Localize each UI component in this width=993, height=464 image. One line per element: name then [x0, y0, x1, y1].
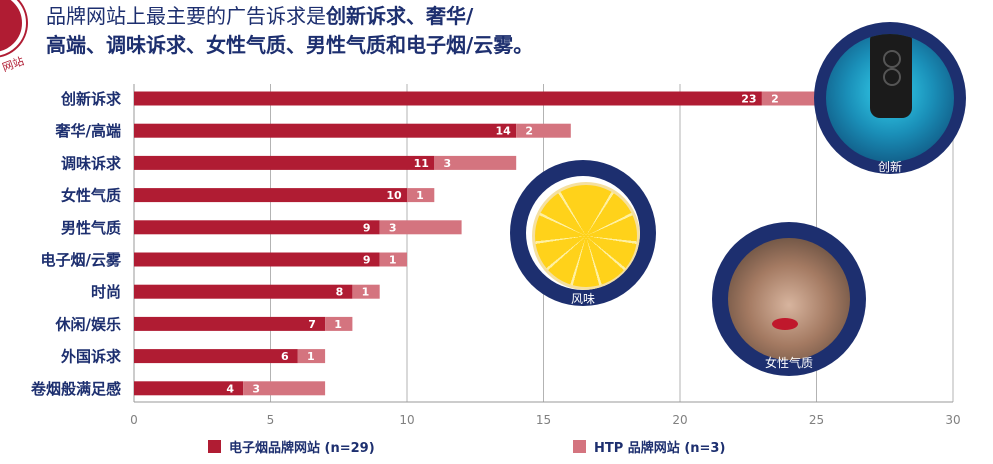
- data-label-series1: 9: [363, 221, 371, 234]
- x-tick-label: 0: [130, 413, 138, 427]
- title-line2: 高端、调味诉求、女性气质、男性气质和电子烟/云雾。: [46, 33, 534, 57]
- chart-title: 品牌网站上最主要的广告诉求是创新诉求、奢华/ 高端、调味诉求、女性气质、男性气质…: [46, 2, 686, 60]
- bar-series2: [243, 381, 326, 396]
- data-label-series2: 1: [334, 318, 342, 331]
- badge-flavor: 风味: [510, 160, 656, 306]
- data-label-series1: 9: [363, 254, 371, 267]
- category-label: 卷烟般满足感: [30, 380, 121, 398]
- data-label-series2: 3: [252, 382, 260, 395]
- bar-series2: [297, 349, 326, 364]
- device-body-icon: [870, 34, 912, 118]
- legend-swatch-series2: [573, 439, 586, 453]
- data-label-series2: 2: [525, 125, 533, 138]
- data-label-series1: 11: [414, 157, 429, 170]
- legend: 电子烟品牌网站 (n=29) HTP 品牌网站 (n=3): [208, 436, 808, 458]
- woman-face-image: [728, 238, 850, 360]
- data-label-series1: 6: [281, 350, 289, 363]
- bar-series1: [134, 123, 517, 138]
- x-tick-label: 20: [672, 413, 687, 427]
- data-label-series2: 2: [771, 93, 779, 106]
- bar-series2: [352, 284, 380, 299]
- bar-series2: [516, 123, 571, 138]
- badge-label-femininity: 女性气质: [764, 356, 813, 370]
- badge-femininity: 女性气质: [712, 222, 866, 376]
- lips-icon: [772, 318, 798, 330]
- category-label: 创新诉求: [60, 90, 122, 108]
- title-prefix: 品牌网站上最主要的广告诉求是: [46, 4, 326, 28]
- data-label-series2: 1: [307, 350, 315, 363]
- x-tick-label: 15: [536, 413, 551, 427]
- data-label-series1: 14: [496, 125, 512, 138]
- category-label: 调味诉求: [61, 154, 122, 172]
- category-label: 女性气质: [61, 187, 121, 205]
- x-tick-label: 5: [267, 413, 275, 427]
- device-image: [826, 34, 954, 162]
- bar-series1: [134, 252, 380, 267]
- bar-series2: [407, 188, 435, 203]
- legend-swatch-series1: [208, 439, 221, 453]
- legend-item-series2: HTP 品牌网站 (n=3): [573, 436, 725, 456]
- data-label-series2: 1: [362, 286, 370, 299]
- data-label-series2: 1: [416, 189, 424, 202]
- data-label-series1: 23: [741, 93, 756, 106]
- bar-series2: [379, 252, 407, 267]
- legend-label-series2: HTP 品牌网站 (n=3): [594, 440, 726, 456]
- bar-series2: [761, 91, 817, 106]
- x-tick-label: 25: [809, 413, 824, 427]
- data-label-series2: 3: [443, 157, 451, 170]
- category-label: 男性气质: [61, 219, 121, 237]
- badge-label-innovation: 创新: [877, 160, 902, 174]
- bar-series1: [134, 381, 244, 396]
- category-label: 奢华/高端: [55, 122, 121, 140]
- bar-series2: [434, 155, 517, 170]
- category-label: 休闲/娱乐: [55, 315, 121, 333]
- legend-label-series1: 电子烟品牌网站 (n=29): [229, 440, 375, 456]
- data-label-series1: 7: [308, 318, 316, 331]
- lemon-slice-icon: [532, 182, 640, 290]
- badge-label-flavor: 风味: [570, 292, 595, 306]
- title-bold: 创新诉求、奢华/: [326, 4, 474, 28]
- x-tick-label: 30: [945, 413, 960, 427]
- category-label: 电子烟/云雾: [41, 251, 122, 269]
- data-label-series1: 8: [336, 286, 344, 299]
- bar-series1: [134, 316, 326, 331]
- x-tick-label: 10: [399, 413, 414, 427]
- bar-series1: [134, 220, 380, 235]
- data-label-series2: 1: [389, 254, 397, 267]
- bar-series2: [325, 316, 353, 331]
- badge-innovation: 创新: [814, 22, 966, 174]
- bar-series1: [134, 349, 298, 364]
- data-label-series2: 3: [389, 221, 397, 234]
- bar-series1: [134, 91, 762, 106]
- data-label-series1: 4: [226, 382, 234, 395]
- data-label-series1: 10: [386, 189, 402, 202]
- lemon-image: [526, 176, 640, 290]
- category-label: 外国诉求: [60, 348, 122, 366]
- bar-series2: [379, 220, 462, 235]
- category-label: 时尚: [91, 283, 121, 301]
- bar-series1: [134, 155, 435, 170]
- bar-series1: [134, 188, 407, 203]
- legend-item-series1: 电子烟品牌网站 (n=29): [208, 436, 375, 456]
- bar-series1: [134, 284, 353, 299]
